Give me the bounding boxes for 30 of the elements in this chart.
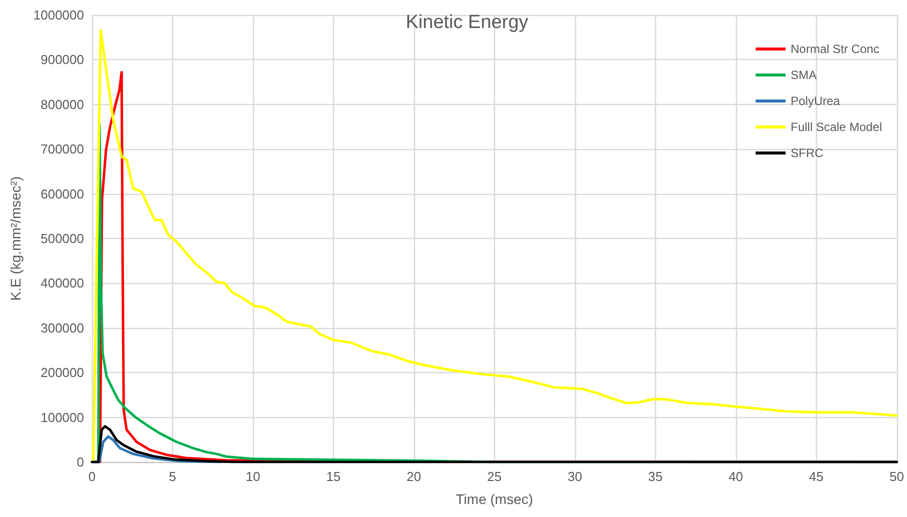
y-tick-label: 300000 — [40, 320, 84, 336]
y-tick-label: 600000 — [40, 186, 84, 202]
x-tick-label: 10 — [246, 469, 260, 484]
x-tick-label: 5 — [168, 469, 176, 484]
x-tick-label: 0 — [88, 469, 96, 484]
x-tick-label: 30 — [568, 469, 582, 484]
x-tick-label: 35 — [648, 469, 663, 484]
y-tick-label: 500000 — [40, 231, 84, 246]
x-tick-label: 20 — [406, 469, 422, 484]
y-tick-label: 700000 — [40, 142, 84, 157]
legend-label: Fulll Scale Model — [790, 120, 882, 134]
y-tick-label: 100000 — [40, 410, 84, 425]
y-tick-label: 800000 — [40, 96, 84, 112]
x-tick-label: 25 — [487, 469, 502, 484]
legend-label: Normal Str Conc — [790, 42, 880, 56]
x-tick-label: 50 — [890, 469, 904, 484]
y-tick-label: 1000000 — [33, 8, 84, 22]
x-tick-label: 40 — [728, 469, 744, 484]
legend-label: SFRC — [790, 146, 824, 160]
legend-label: PolyUrea — [790, 94, 840, 108]
x-tick-label: 15 — [326, 469, 341, 484]
y-axis-title: K.E (kg.mm²/msec²) — [7, 176, 24, 301]
x-tick-label: 45 — [809, 469, 824, 484]
y-tick-label: 0 — [76, 454, 84, 470]
legend-label: SMA — [790, 68, 817, 82]
chart-title: Kinetic Energy — [406, 12, 529, 33]
y-tick-label: 400000 — [40, 276, 84, 291]
y-tick-label: 200000 — [40, 365, 84, 380]
y-tick-label: 900000 — [40, 52, 84, 68]
x-axis-title: Time (msec) — [456, 491, 534, 507]
